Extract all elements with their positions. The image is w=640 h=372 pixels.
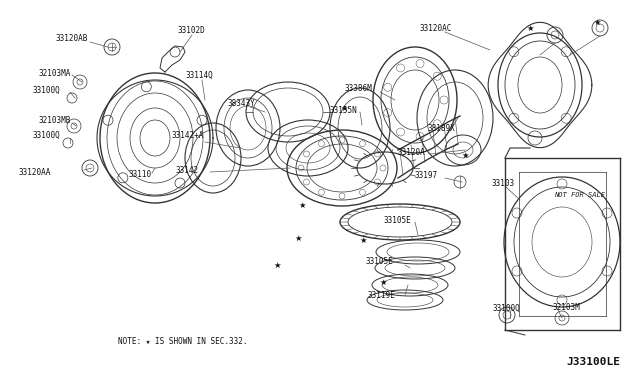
Text: 33100Q: 33100Q [493, 304, 521, 312]
Text: 33105E: 33105E [366, 257, 394, 266]
Text: 33155N: 33155N [330, 106, 358, 115]
Text: 33103: 33103 [492, 179, 515, 187]
Text: 33142+A: 33142+A [172, 131, 204, 140]
Text: NOT FOR SALE: NOT FOR SALE [554, 192, 605, 198]
Text: ★: ★ [359, 235, 367, 244]
Text: NOTE: ★ IS SHOWN IN SEC.332.: NOTE: ★ IS SHOWN IN SEC.332. [118, 337, 248, 346]
Text: 33105E: 33105E [384, 215, 412, 224]
Text: ★: ★ [461, 151, 468, 160]
Text: 33119E: 33119E [368, 291, 396, 299]
Text: 32103M: 32103M [553, 304, 580, 312]
Text: 33120AA: 33120AA [18, 167, 51, 176]
Text: 32103MB: 32103MB [38, 115, 70, 125]
Text: J33100LE: J33100LE [566, 357, 620, 367]
Text: ★: ★ [273, 260, 281, 269]
Text: 33110: 33110 [128, 170, 151, 179]
Text: 33114Q: 33114Q [185, 71, 212, 80]
Text: ★: ★ [294, 234, 301, 243]
Text: 33100Q: 33100Q [32, 86, 60, 94]
Text: 33142: 33142 [175, 166, 198, 174]
Text: 33120A: 33120A [398, 148, 426, 157]
Text: ★: ★ [526, 23, 534, 32]
Text: 33102D: 33102D [178, 26, 205, 35]
Text: 33386M: 33386M [345, 83, 372, 93]
Text: 38189X: 38189X [428, 124, 456, 132]
Text: ★: ★ [593, 17, 601, 26]
Text: ★: ★ [380, 278, 387, 286]
Text: 38343Y: 38343Y [228, 99, 256, 108]
Text: 33197: 33197 [415, 170, 438, 180]
Text: 33100Q: 33100Q [32, 131, 60, 140]
Text: 33120AB: 33120AB [55, 33, 88, 42]
Text: 33120AC: 33120AC [420, 23, 452, 32]
Text: ★: ★ [340, 103, 348, 112]
Text: 32103MA: 32103MA [38, 68, 70, 77]
Text: ★: ★ [298, 201, 306, 209]
